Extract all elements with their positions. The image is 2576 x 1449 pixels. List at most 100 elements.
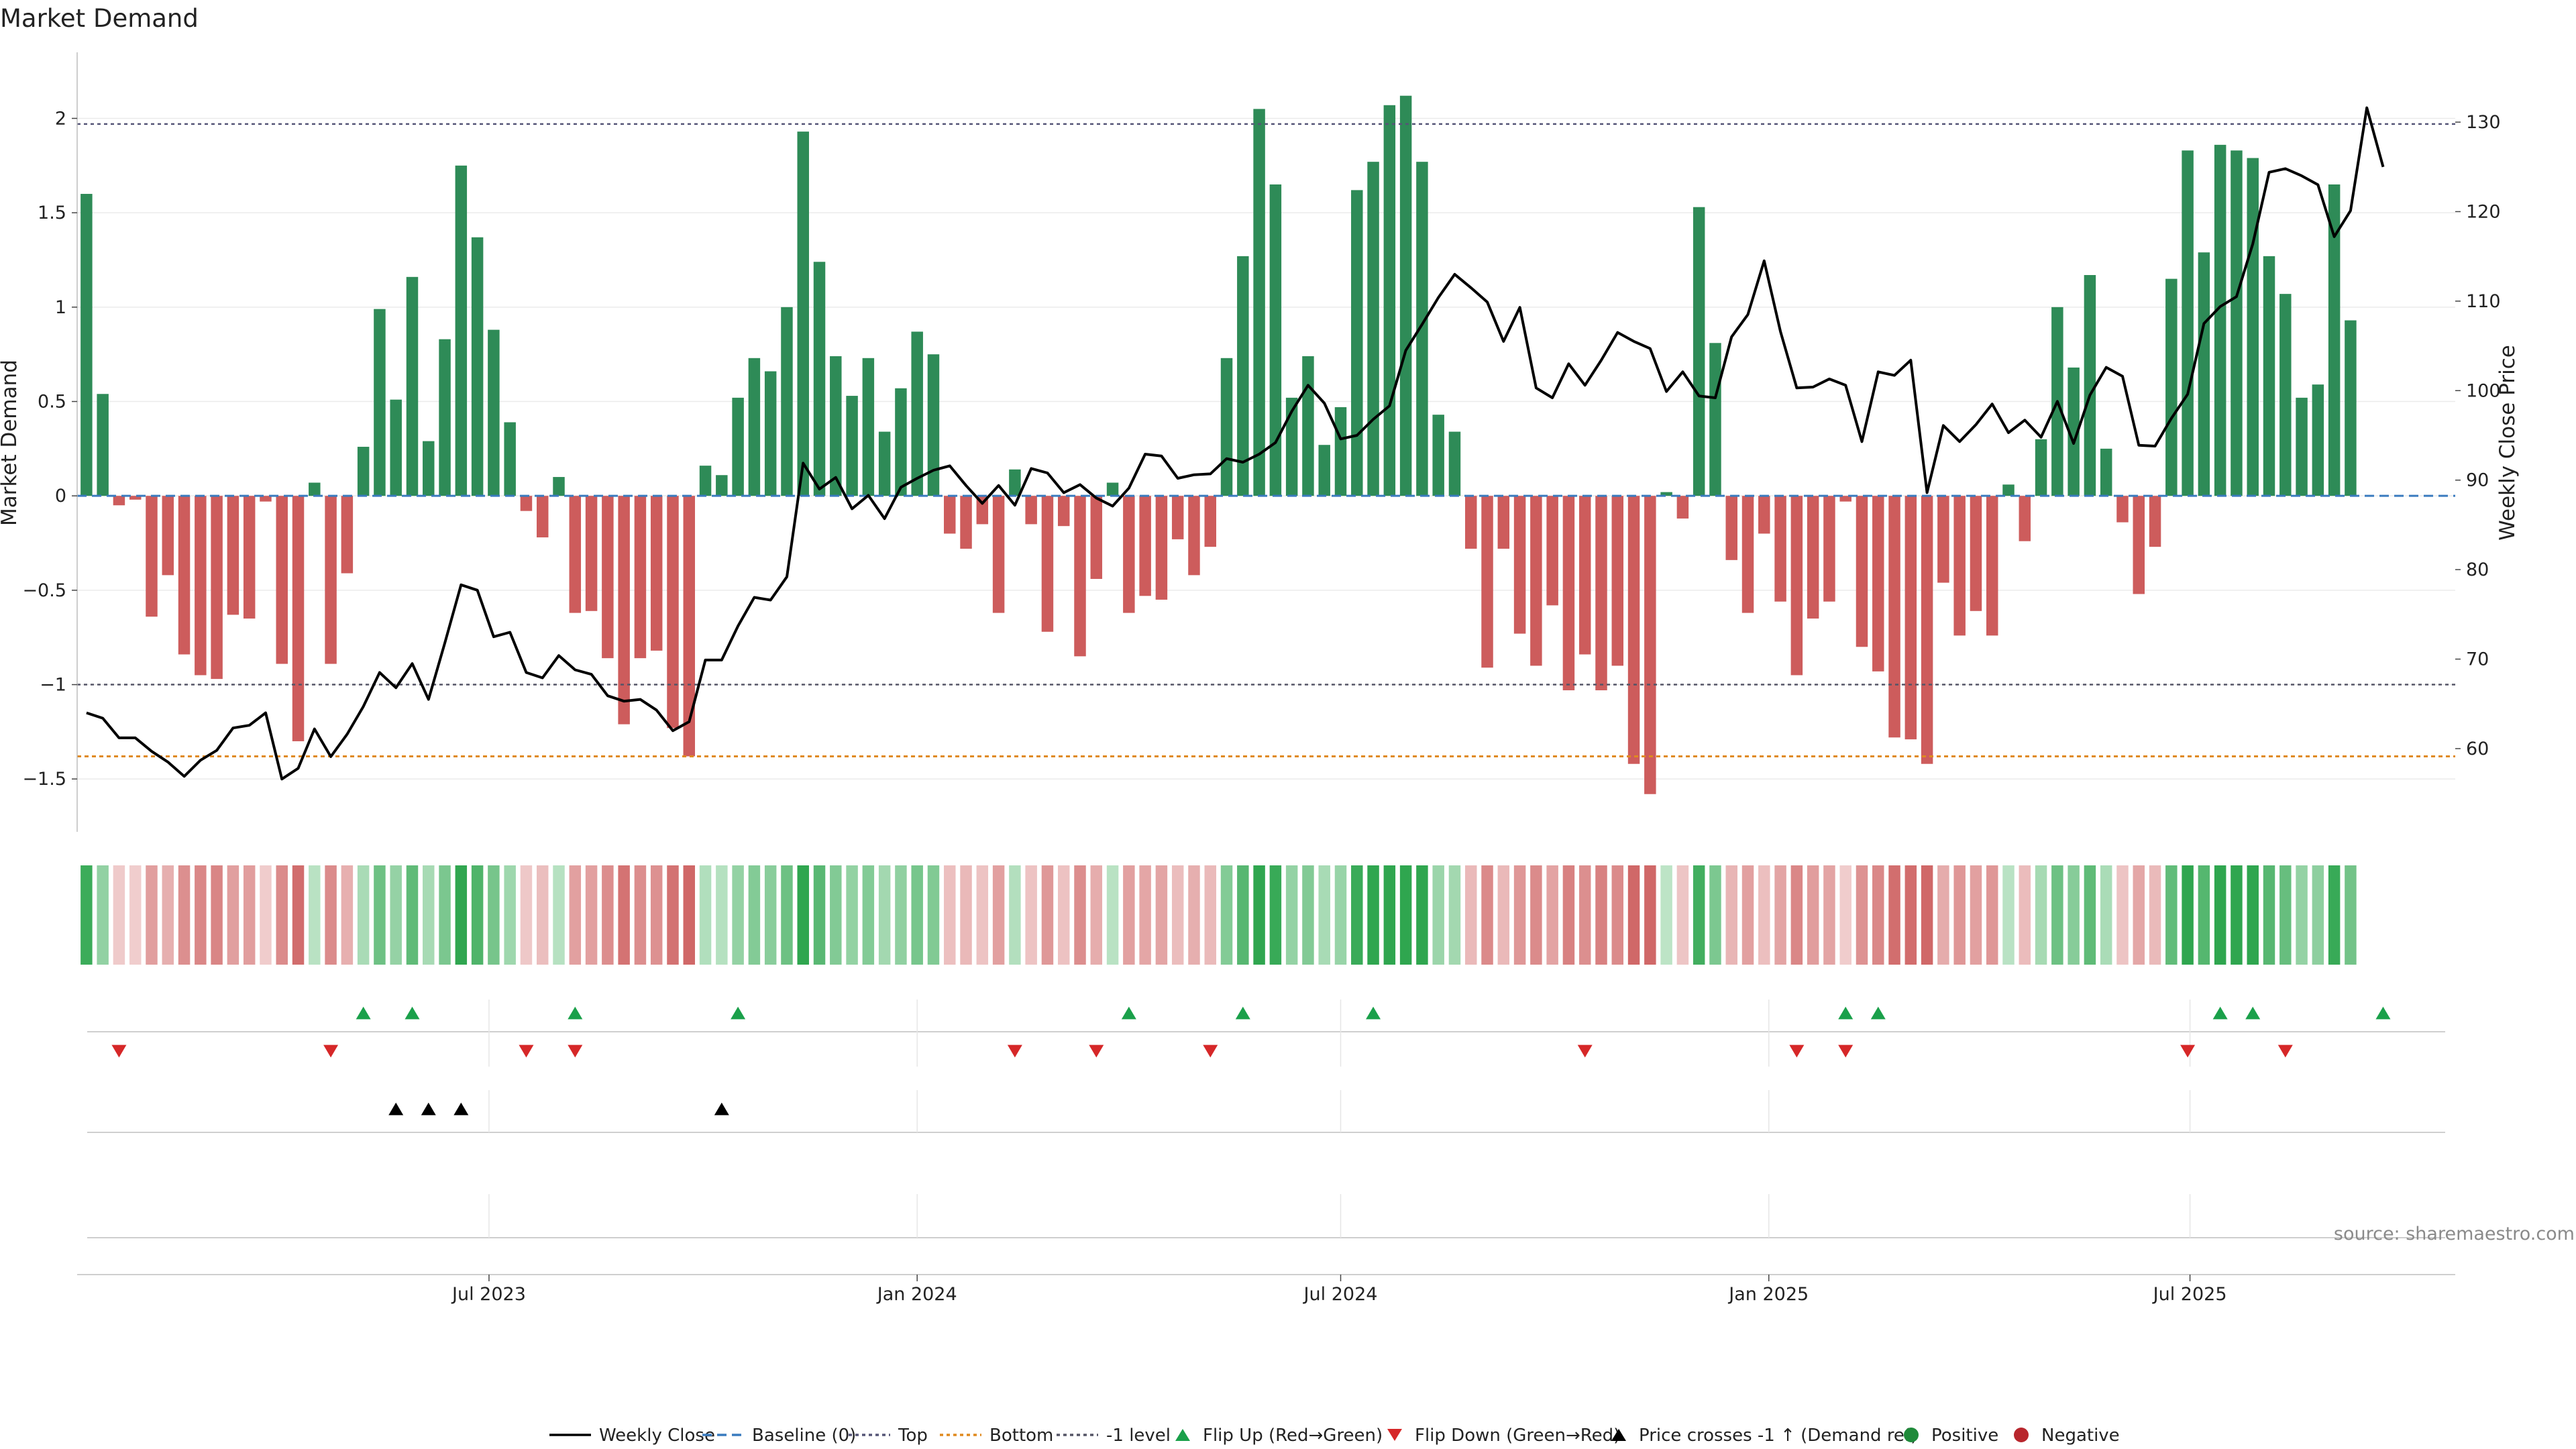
demand-bar [1986,496,1998,636]
heat-cell [699,865,712,965]
flip-up-marker [405,1006,420,1020]
heat-cell [325,865,337,965]
demand-bar [2019,496,2031,541]
flip-down-marker [568,1044,583,1058]
demand-bar [1465,496,1477,549]
demand-bar [813,262,826,496]
demand-bar [1709,343,1721,496]
heat-cell [1025,865,1037,965]
axes [76,52,2455,1275]
heat-cell [276,865,288,965]
heat-cell [1937,865,1949,965]
heat-cell [1302,865,1314,965]
heat-cell [2345,865,2357,965]
y-tick-label: 1 [55,297,66,318]
demand-bar [1220,358,1233,496]
legend-item: Weekly Close [549,1426,715,1446]
heat-cell [1090,865,1103,965]
legend-item: Negative [2014,1426,2120,1446]
demand-bar [1253,109,1265,496]
demand-bar [2214,144,2226,496]
demand-bar [1025,496,1037,525]
heat-cell [1416,865,1428,965]
heat-cell [2019,865,2031,965]
heat-cell [1953,865,1966,965]
heat-cell [1693,865,1705,965]
heat-cell [927,865,940,965]
heat-cell [423,865,435,965]
demand-bar [2068,367,2080,496]
legend-label: Flip Up (Red→Green) [1203,1426,1383,1446]
heat-cell [1774,865,1786,965]
demand-bar [1595,496,1607,690]
heat-cell [716,865,728,965]
demand-bar [357,447,370,496]
demand-bar [911,331,923,496]
demand-bar [162,496,174,576]
y-axis-label: Market Demand [0,360,21,526]
flip-up-marker [356,1006,371,1020]
demand-bar [1448,431,1461,496]
heat-cell [1970,865,1982,965]
heat-cell [1155,865,1168,965]
flip-down-marker [323,1044,339,1058]
demand-bar [895,388,907,496]
demand-bar [2035,439,2047,496]
demand-bar [1171,496,1184,539]
heat-cell [1741,865,1754,965]
legend-swatch [1611,1429,1626,1441]
demand-bar [1513,496,1526,634]
heat-cell [1481,865,1493,965]
heat-cell [439,865,451,965]
heat-cell [1171,865,1184,965]
demand-bar [1953,496,1966,636]
heat-cell [2035,865,2047,965]
demand-bar [1432,415,1444,496]
heat-cell [1269,865,1282,965]
demand-bar [1546,496,1558,606]
demand-bar [1921,496,1933,764]
heat-cell [748,865,761,965]
heat-cell [80,865,93,965]
legend-label: Negative [2041,1426,2120,1446]
heat-cell [1562,865,1575,965]
flip-down-marker [1089,1044,1104,1058]
heat-cell [1627,865,1640,965]
demand-bar [80,194,93,496]
demand-bar [1693,207,1705,496]
heat-cell [1595,865,1607,965]
heat-cell [1758,865,1770,965]
flip-up-marker [2375,1006,2391,1020]
y2-tick-label: 100 [2466,380,2501,401]
demand-bar [1839,496,1851,502]
heat-cell [2084,865,2096,965]
demand-bar [1106,482,1119,496]
y2-tick-label: 110 [2466,291,2501,312]
flip-up-marker [731,1006,746,1020]
x-ticks: Jul 2023 Jan 2024 Jul 2024 Jan 2025 Jul 2025 [451,1275,2227,1305]
demand-bar [650,496,663,651]
y-tick-label: 2 [55,108,66,129]
right-y-ticks: 60 70 80 90 100 110 120 130 [2455,112,2501,759]
heat-cell [976,865,989,965]
heat-cell [1578,865,1591,965]
demand-bar [309,482,321,496]
heat-cell [846,865,858,965]
x-tick-label: Jan 2024 [876,1284,957,1305]
y-tick-label: 0 [55,486,66,506]
demand-bar [585,496,598,611]
source-note: source: sharemaestro.com [2334,1224,2575,1244]
flip-down-marker [1789,1044,1805,1058]
heat-cell [2100,865,2112,965]
legend-label: Price crosses -1 ↑ (Demand ref) [1639,1426,1917,1446]
demand-bar [2328,184,2341,496]
heat-cell [471,865,484,965]
price-cross-marker [421,1102,436,1116]
demand-bar [2002,484,2015,496]
y2-tick-label: 60 [2466,739,2489,759]
heat-cell [1123,865,1135,965]
price-cross-marker [453,1102,469,1116]
heat-cell [602,865,614,965]
heat-cell [1709,865,1721,965]
demand-bar [797,131,809,496]
